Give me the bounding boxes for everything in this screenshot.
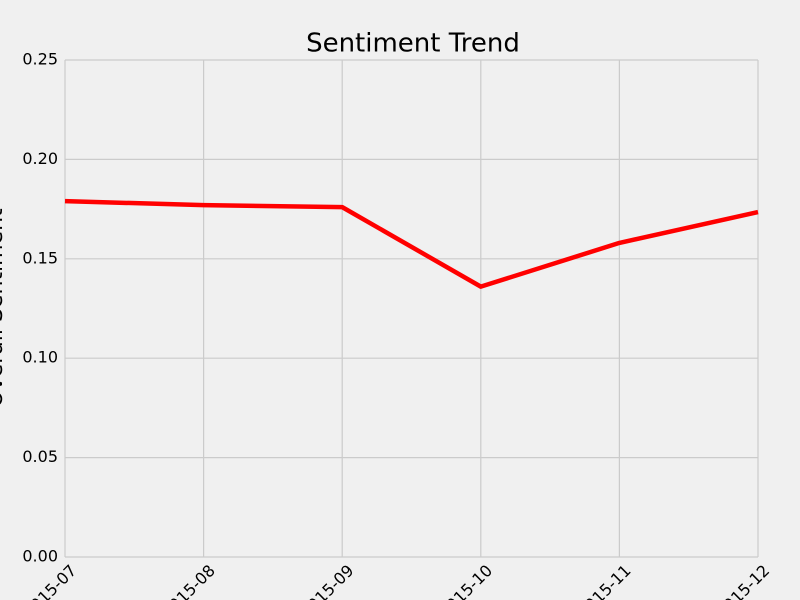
y-tick-label: 0.20 [22,149,58,168]
chart-title: Sentiment Trend [306,29,520,59]
y-tick-label: 0.05 [22,447,58,466]
y-tick-label: 0.10 [22,348,58,367]
line [64,198,759,289]
y-tick-label: 0.15 [22,248,58,267]
y-tick-label: 0.25 [22,50,58,69]
y-tick-label: 0.00 [22,547,58,566]
y-axis-label: Overall Sentiment [0,208,8,408]
